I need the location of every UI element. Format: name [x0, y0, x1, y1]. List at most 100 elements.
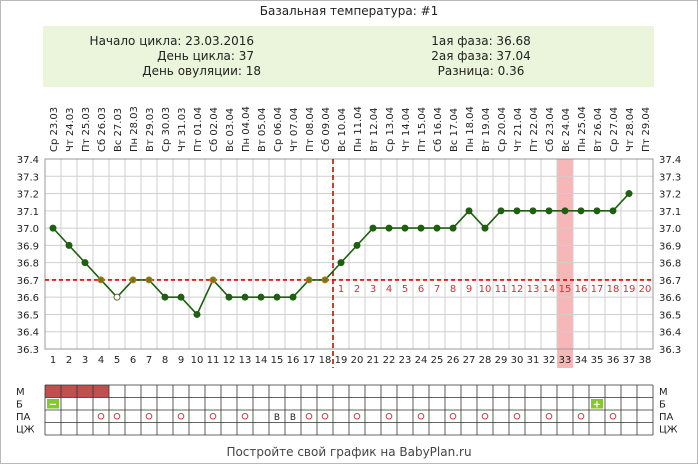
- menstruation-cell: [77, 385, 93, 398]
- x-date-label: Пт 25.03: [81, 107, 92, 152]
- temperature-point: [449, 224, 457, 232]
- post-ovulation-day-label: 8: [450, 284, 456, 295]
- pa-circle-mark: [545, 412, 553, 420]
- x-date-label: Вт 05.04: [257, 108, 268, 153]
- x-date-label: Чт 28.04: [625, 108, 636, 153]
- temperature-point: [417, 224, 425, 232]
- post-ovulation-day-label: 9: [466, 284, 472, 295]
- y-tick-label-left: 36.4: [17, 328, 39, 339]
- cycle-day-number: 36: [607, 355, 620, 366]
- temperature-point: [353, 241, 361, 249]
- cycle-day-number: 26: [447, 355, 460, 366]
- cycle-day-number: 11: [207, 355, 220, 366]
- pa-letter-mark: В: [290, 413, 296, 423]
- x-date-label: Чт 07.04: [289, 108, 300, 153]
- y-tick-label-right: 36.5: [659, 310, 681, 321]
- x-date-label: Сб 02.04: [209, 107, 220, 152]
- x-date-label: Пн 04.04: [241, 106, 252, 152]
- x-date-label: Чт 21.04: [513, 108, 524, 153]
- table-row-label-right: Б: [659, 400, 666, 411]
- x-date-label: Вт 12.04: [369, 108, 380, 153]
- cycle-day-number: 35: [591, 355, 604, 366]
- pa-circle-mark: [209, 412, 217, 420]
- post-ovulation-day-label: 12: [511, 284, 524, 295]
- temperature-point: [625, 190, 633, 198]
- post-ovulation-day-label: 1: [338, 284, 344, 295]
- pa-circle-mark: [577, 412, 585, 420]
- phase1-average: 1ая фаза: 36.68: [431, 34, 531, 48]
- temperature-point: [81, 259, 89, 267]
- pa-circle-mark: [385, 412, 393, 420]
- x-date-label: Вс 17.04: [449, 108, 460, 152]
- table-row-label-right: ЦЖ: [659, 425, 678, 436]
- pa-letter-mark: В: [274, 413, 280, 423]
- cycle-day-number: 21: [367, 355, 380, 366]
- post-ovulation-day-label: 17: [591, 284, 604, 295]
- temperature-point: [209, 276, 217, 284]
- cycle-day-number: 34: [575, 355, 588, 366]
- ovulation-day: День овуляции: 18: [142, 64, 261, 78]
- pa-circle-mark: [97, 412, 105, 420]
- phase-difference: Разница: 0.36: [437, 64, 525, 78]
- highlight-day-column: [557, 159, 573, 368]
- cycle-day-number: 19: [335, 355, 348, 366]
- y-tick-label-left: 36.6: [17, 293, 39, 304]
- y-tick-label-left: 37.3: [17, 172, 39, 183]
- y-tick-label-right: 36.8: [659, 259, 681, 270]
- x-date-label: Чт 24.03: [65, 108, 76, 153]
- cycle-day-number: 38: [639, 355, 652, 366]
- cycle-day-number: 22: [383, 355, 396, 366]
- pa-circle-mark: [305, 412, 313, 420]
- post-ovulation-day-label: 14: [543, 284, 556, 295]
- temperature-point: [177, 293, 185, 301]
- cycle-day-number: 37: [623, 355, 636, 366]
- cycle-start: Начало цикла: 23.03.2016: [89, 34, 254, 48]
- cycle-day-number: 14: [255, 355, 268, 366]
- y-tick-label-right: 36.7: [659, 276, 681, 287]
- y-tick-label-right: 37.4: [659, 155, 681, 166]
- temperature-point: [273, 293, 281, 301]
- cycle-day-number: 1: [50, 355, 56, 366]
- cycle-day-number: 12: [223, 355, 236, 366]
- x-date-label: Вт 19.04: [481, 108, 492, 153]
- cycle-day-number: 3: [82, 355, 88, 366]
- temperature-point: [529, 207, 537, 215]
- cycle-day-number: 29: [495, 355, 508, 366]
- y-tick-label-left: 36.7: [17, 276, 39, 287]
- cycle-day-number: 17: [303, 355, 316, 366]
- temperature-point: [561, 207, 569, 215]
- cycle-day-number: 10: [191, 355, 204, 366]
- chart-title: Базальная температура: #1: [259, 4, 439, 18]
- table-row-label-right: ПА: [659, 412, 674, 423]
- footer-promo: Постройте свой график на BabyPlan.ru: [226, 445, 472, 459]
- cycle-day-number: 30: [511, 355, 524, 366]
- y-tick-label-left: 36.5: [17, 310, 39, 321]
- pa-circle-mark: [177, 412, 185, 420]
- cycle-day-number: 25: [431, 355, 444, 366]
- temperature-point: [113, 293, 121, 301]
- cycle-day-number: 18: [319, 355, 332, 366]
- cycle-day-number: 31: [527, 355, 540, 366]
- temperature-point: [241, 293, 249, 301]
- temperature-point: [225, 293, 233, 301]
- pa-circle-mark: [609, 412, 617, 420]
- pa-circle-mark: [449, 412, 457, 420]
- temperature-point: [609, 207, 617, 215]
- x-date-label: Пт 15.04: [417, 107, 428, 152]
- cycle-day: День цикла: 37: [157, 49, 254, 63]
- y-tick-label-right: 36.3: [659, 345, 681, 356]
- x-date-label: Ср 13.04: [385, 107, 396, 152]
- y-tick-label-right: 37.2: [659, 190, 681, 201]
- b-marker-cell: [591, 399, 603, 409]
- cycle-day-number: 8: [162, 355, 168, 366]
- x-date-label: Ср 30.03: [161, 107, 172, 152]
- cycle-day-number: 32: [543, 355, 556, 366]
- x-date-label: Ср 06.04: [273, 107, 284, 152]
- pa-circle-mark: [481, 412, 489, 420]
- post-ovulation-day-label: 20: [639, 284, 652, 295]
- cycle-day-number: 13: [239, 355, 252, 366]
- pa-circle-mark: [145, 412, 153, 420]
- y-tick-label-right: 36.4: [659, 328, 681, 339]
- temperature-point: [385, 224, 393, 232]
- temperature-point: [305, 276, 313, 284]
